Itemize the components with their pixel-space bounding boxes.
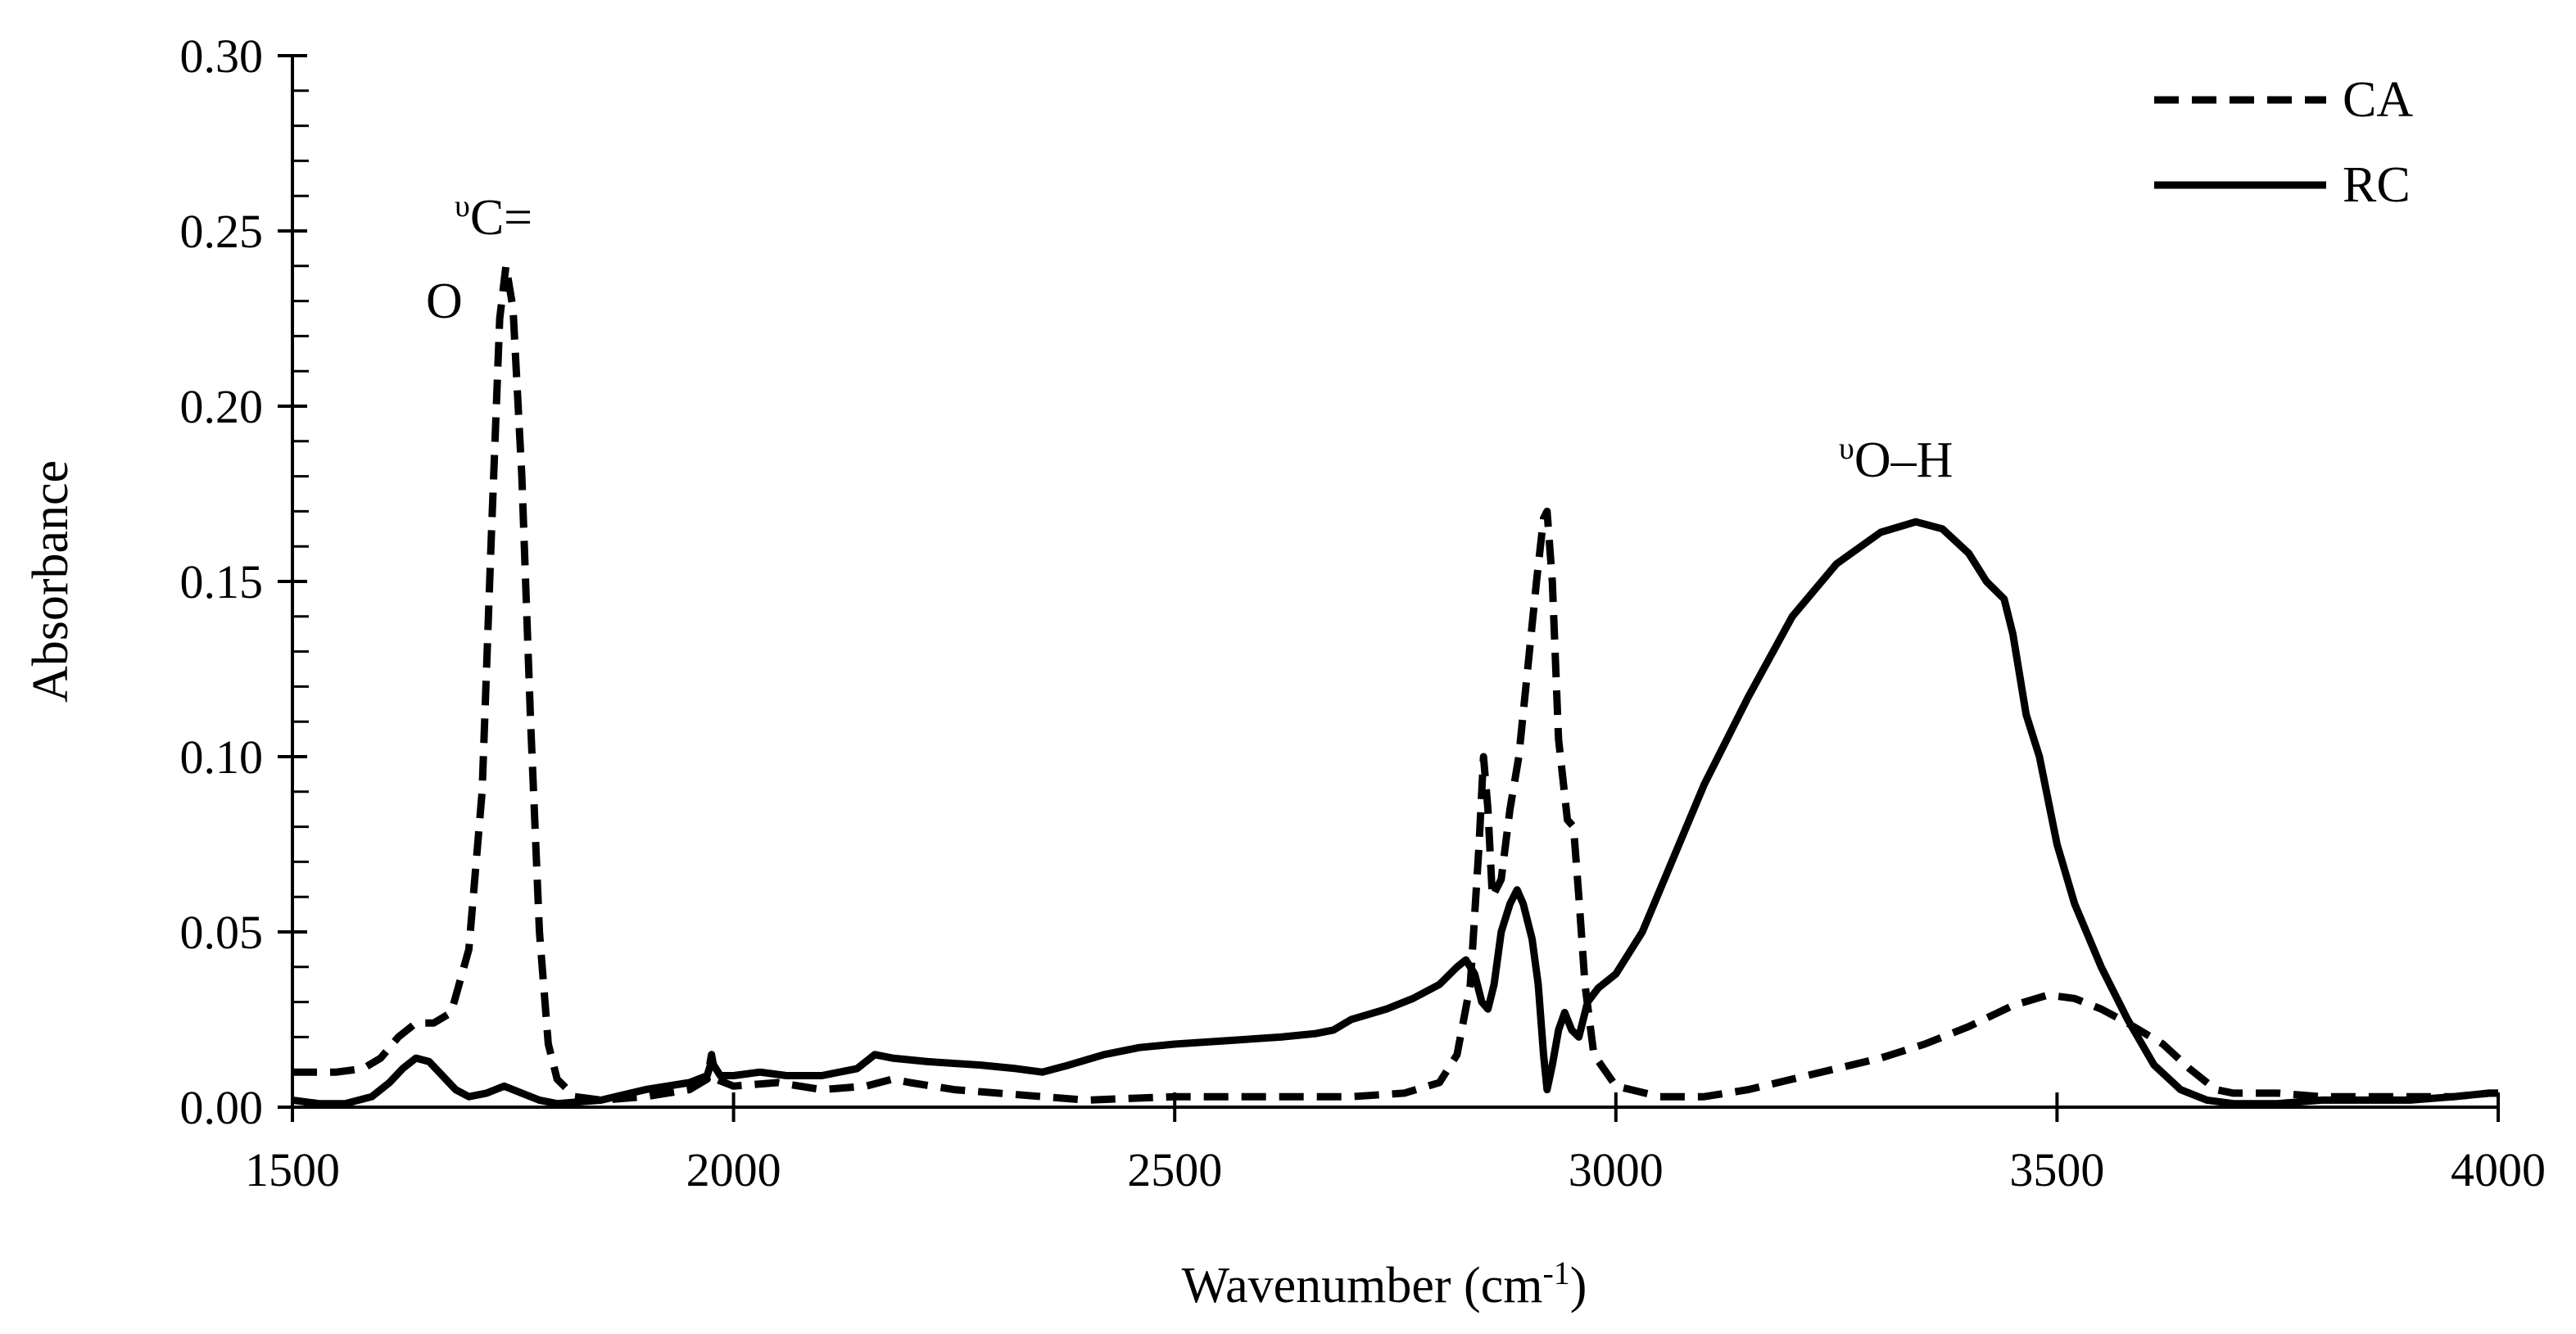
y-tick-label: 0.00: [180, 1081, 264, 1134]
carbonyl-annotation-text1: C=: [470, 190, 532, 246]
y-axis: 0.00 0.05 0.10 0.15 0.20 0.25 0.30: [180, 29, 309, 1134]
legend-label-ca: CA: [2343, 72, 2413, 128]
x-tick-label: 4000: [2451, 1143, 2546, 1196]
x-tick-label: 3500: [2009, 1143, 2104, 1196]
carbonyl-annotation-line1: υC=: [455, 189, 532, 246]
hydroxyl-annotation-label: υO–H: [1839, 432, 1953, 488]
carbonyl-annotation: υC= O: [426, 189, 532, 329]
y-tick-label: 0.10: [180, 730, 264, 784]
x-axis: 1500 2000 2500 3000 3500 4000: [245, 1092, 2546, 1196]
carbonyl-annotation-line2: O: [426, 274, 463, 329]
hydroxyl-annotation-nu: υ: [1839, 432, 1854, 466]
y-axis-title: Absorbance: [23, 460, 79, 703]
x-tick-label: 2500: [1127, 1143, 1222, 1196]
y-tick-label: 0.05: [180, 906, 264, 959]
x-axis-title: Wavenumber (cm-1): [1182, 1255, 1587, 1314]
y-tick-label: 0.15: [180, 555, 264, 608]
legend: CA RC: [2154, 72, 2413, 213]
y-tick-label: 0.20: [180, 380, 264, 433]
x-axis-title-end: ): [1570, 1258, 1587, 1314]
carbonyl-annotation-nu: υ: [455, 189, 470, 224]
series-line-rc: [292, 518, 2498, 1108]
series-layer: [292, 262, 2498, 1108]
x-axis-title-superscript: -1: [1542, 1255, 1569, 1291]
x-tick-label: 2000: [686, 1143, 781, 1196]
y-tick-label: 0.25: [180, 205, 264, 258]
hydroxyl-annotation: υO–H: [1839, 432, 1953, 488]
x-tick-label: 1500: [245, 1143, 340, 1196]
y-tick-label: 0.30: [180, 29, 264, 83]
x-axis-title-main: Wavenumber (cm: [1182, 1258, 1543, 1314]
legend-label-rc: RC: [2343, 157, 2411, 213]
hydroxyl-annotation-text: O–H: [1854, 432, 1954, 488]
x-tick-label: 3000: [1569, 1143, 1664, 1196]
series-line-ca: [292, 262, 2498, 1104]
